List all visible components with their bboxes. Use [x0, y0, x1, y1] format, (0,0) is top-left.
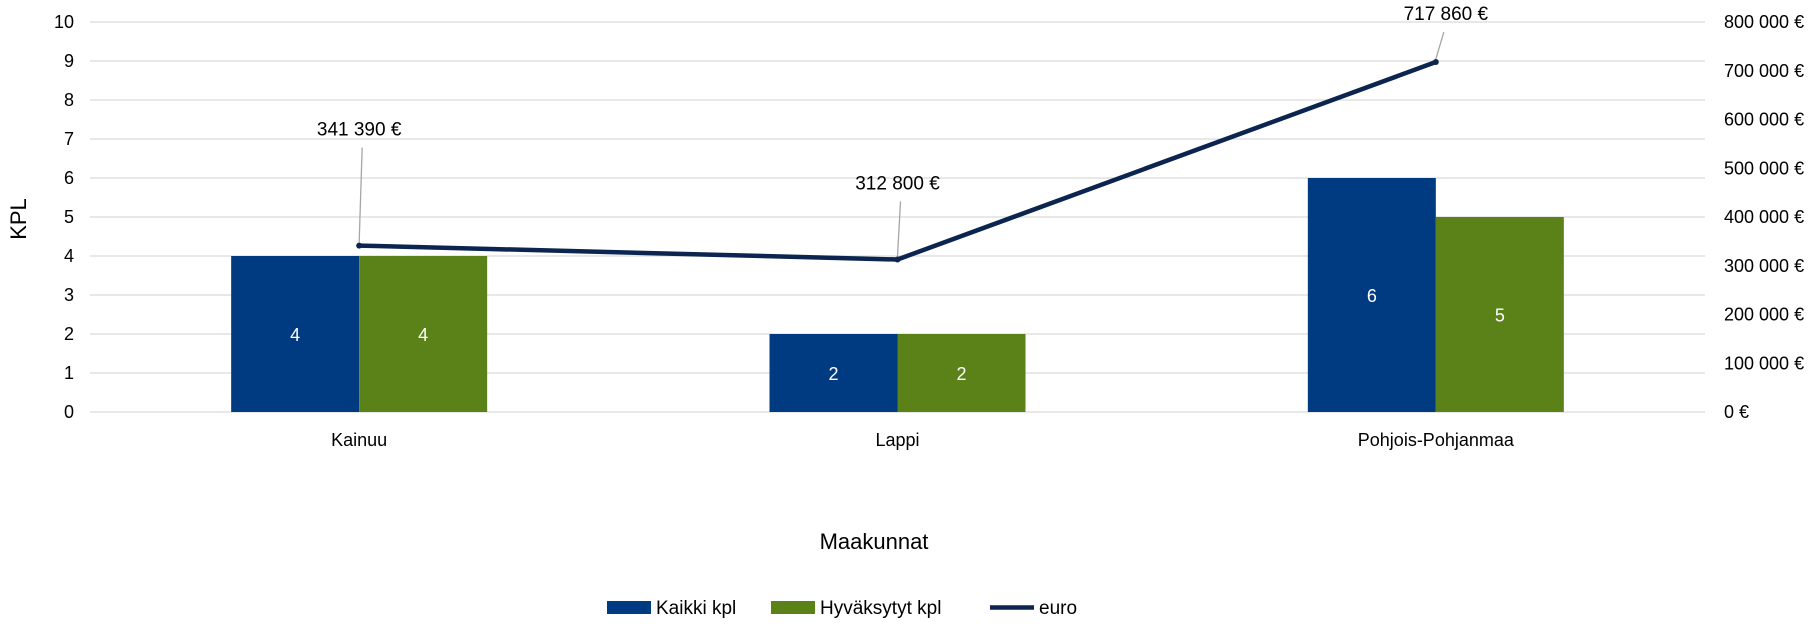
y-tick-label: 1 [64, 363, 74, 383]
x-axis-title: Maakunnat [820, 529, 929, 554]
legend-label: euro [1039, 598, 1077, 619]
y2-tick-label: 100 000 € [1724, 353, 1804, 373]
bar [897, 334, 1026, 412]
x-tick-label: Pohjois-Pohjanmaa [1358, 430, 1515, 450]
y-tick-label: 8 [64, 90, 74, 110]
y2-tick-label: 700 000 € [1724, 61, 1804, 81]
bar-value-label: 5 [1495, 306, 1505, 326]
bar [231, 256, 360, 412]
bar [359, 256, 488, 412]
y2-tick-label: 300 000 € [1724, 256, 1804, 276]
euro-value-label: 717 860 € [1404, 4, 1489, 25]
y-tick-label: 7 [64, 129, 74, 149]
legend: Kaikki kpl Hyväksytyt kpl euro [607, 598, 1077, 619]
y2-tick-label: 500 000 € [1724, 158, 1804, 178]
euro-point [894, 256, 901, 263]
y-tick-label: 3 [64, 285, 74, 305]
y-axis-title: KPL [6, 198, 31, 240]
y2-tick-label: 400 000 € [1724, 207, 1804, 227]
y2-tick-label: 600 000 € [1724, 110, 1804, 130]
y-tick-label: 9 [64, 51, 74, 71]
bar [1435, 217, 1564, 412]
category-labels: Kainuu Lappi Pohjois-Pohjanmaa [331, 430, 1515, 450]
bar [1307, 178, 1436, 412]
y2-tick-label: 0 € [1724, 402, 1749, 422]
euro-line: 341 390 € 312 800 € 717 860 € [317, 4, 1489, 263]
right-axis-ticks: 0 € 100 000 € 200 000 € 300 000 € 400 000 € 5… [1724, 12, 1804, 422]
legend-label: Hyväksytyt kpl [820, 598, 941, 619]
y-tick-label: 2 [64, 324, 74, 344]
bars: 4 4 2 2 6 5 [231, 178, 1564, 412]
euro-value-label: 341 390 € [317, 120, 402, 141]
y-tick-label: 5 [64, 207, 74, 227]
legend-label: Kaikki kpl [656, 598, 736, 619]
y2-tick-label: 800 000 € [1724, 12, 1804, 32]
bar-value-label: 6 [1367, 286, 1377, 306]
left-axis-ticks: 0 1 2 3 4 5 6 7 8 9 10 [54, 12, 74, 422]
euro-point [356, 242, 363, 249]
y-tick-label: 6 [64, 168, 74, 188]
y-tick-label: 10 [54, 12, 74, 32]
euro-point [1432, 59, 1439, 66]
y2-tick-label: 200 000 € [1724, 305, 1804, 325]
leader-line [358, 147, 363, 243]
legend-swatch [607, 601, 651, 614]
bar-value-label: 2 [828, 364, 838, 384]
bar [769, 334, 898, 412]
euro-series-line [359, 59, 1437, 262]
leader-line [896, 201, 902, 257]
x-tick-label: Lappi [875, 430, 919, 450]
y-tick-label: 0 [64, 402, 74, 422]
y-tick-label: 4 [64, 246, 74, 266]
bar-value-label: 4 [418, 325, 428, 345]
bar-value-label: 4 [290, 325, 300, 345]
leader-line [1435, 31, 1445, 60]
bar-value-label: 2 [956, 364, 966, 384]
legend-swatch [771, 601, 815, 614]
euro-value-label: 312 800 € [855, 174, 940, 195]
x-tick-label: Kainuu [331, 430, 387, 450]
